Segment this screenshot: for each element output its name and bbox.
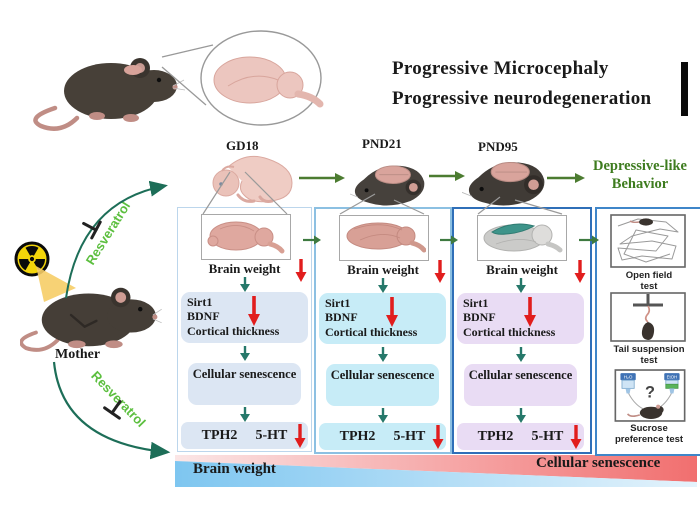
pnd21-brain-image bbox=[339, 215, 429, 261]
flow-arrow-icon bbox=[516, 278, 526, 293]
title-scale-bar bbox=[681, 62, 688, 116]
decrease-arrow-icon bbox=[295, 259, 307, 282]
marker-bdnf: BDNF bbox=[187, 309, 220, 324]
senescence-gradient-wedge bbox=[175, 455, 697, 482]
flow-arrow-icon bbox=[516, 408, 526, 423]
tph2-label: TPH2 bbox=[201, 427, 238, 443]
stage-label-pnd21: PND21 bbox=[362, 136, 402, 151]
mother-label: Mother bbox=[55, 347, 101, 362]
5ht-label: 5-HT bbox=[393, 428, 426, 444]
stage-label-gd18: GD18 bbox=[226, 138, 259, 153]
5ht-label: 5-HT bbox=[255, 427, 288, 443]
brain-weight-gradient-wedge bbox=[175, 461, 697, 487]
question-mark: ? bbox=[645, 384, 655, 402]
bar-brain-weight-label: Brain weight bbox=[193, 461, 276, 477]
decrease-arrow-icon bbox=[294, 424, 306, 448]
markers-box: Sirt1 BDNF Cortical thickness bbox=[457, 293, 584, 344]
bottle-left-label: H₂O bbox=[624, 374, 633, 379]
depressive-behavior-label: Depressive-like Behavior bbox=[581, 157, 699, 193]
pnd95-mouse-illustration bbox=[462, 161, 545, 206]
timeline-arrow-3 bbox=[547, 173, 585, 183]
brain-weight-label: Brain weight bbox=[347, 262, 419, 277]
marker-sirt1: Sirt1 bbox=[187, 295, 213, 309]
timeline-arrow-2 bbox=[429, 171, 465, 181]
marker-bdnf: BDNF bbox=[325, 310, 358, 325]
outcome-line-1: Depressive-like bbox=[593, 158, 687, 174]
decrease-arrow-icon bbox=[570, 425, 582, 449]
decrease-arrow-icon bbox=[432, 425, 444, 449]
marker-cortical-thickness: Cortical thickness bbox=[187, 323, 280, 338]
water-bottle-icon: H₂O bbox=[620, 373, 636, 394]
decrease-arrow-icon bbox=[524, 297, 536, 327]
etoh-bottle-icon: EtOH bbox=[664, 373, 680, 394]
flow-arrow-icon bbox=[378, 408, 388, 423]
marker-sirt1: Sirt1 bbox=[463, 296, 489, 310]
tph-5ht-box: TPH2 5-HT bbox=[319, 423, 446, 450]
tail-suspension-test-label: Tail suspension test bbox=[613, 344, 685, 366]
cellular-senescence-box: Cellular senescence bbox=[464, 364, 577, 406]
brain-magnifier-inset bbox=[200, 30, 324, 126]
timeline-arrow-1 bbox=[299, 173, 345, 183]
bar-cellular-senescence-label: Cellular senescence bbox=[536, 455, 661, 471]
sucrose-preference-test-icon: H₂O EtOH ? bbox=[614, 369, 686, 422]
gd18-brain-image bbox=[201, 214, 291, 260]
outcome-line-2: Behavior bbox=[611, 176, 669, 193]
marker-sirt1: Sirt1 bbox=[325, 296, 351, 310]
open-field-test-label: Open field test bbox=[625, 270, 673, 292]
flow-arrow-icon bbox=[378, 278, 388, 293]
open-field-test-icon bbox=[610, 214, 686, 268]
decrease-arrow-icon bbox=[248, 296, 260, 326]
markers-box: Sirt1 BDNF Cortical thickness bbox=[181, 292, 308, 343]
brain-weight-label: Brain weight bbox=[486, 262, 558, 277]
flow-arrow-icon bbox=[378, 347, 388, 362]
panel-pnd21: Brain weight Sirt1 BDNF Cortical thickne… bbox=[314, 207, 452, 454]
title-line-1: Progressive Microcephaly bbox=[392, 58, 609, 79]
adult-mouse-illustration bbox=[33, 58, 185, 131]
gradient-scale-bar bbox=[175, 455, 697, 487]
pnd95-brain-image bbox=[477, 215, 567, 261]
marker-bdnf: BDNF bbox=[463, 310, 496, 325]
marker-cortical-thickness: Cortical thickness bbox=[325, 324, 418, 339]
decrease-arrow-icon bbox=[574, 260, 586, 283]
resveratrol-label-top: Resveratrol bbox=[82, 198, 134, 268]
flow-arrow-icon bbox=[240, 346, 250, 361]
tph-5ht-box: TPH2 5-HT bbox=[181, 422, 308, 449]
cellular-senescence-box: Cellular senescence bbox=[326, 364, 439, 406]
behavior-tests-panel: Open field test Tail suspension test H₂O… bbox=[595, 207, 700, 456]
flow-arrow-icon bbox=[240, 277, 250, 292]
5ht-label: 5-HT bbox=[531, 428, 564, 444]
fetus-illustration bbox=[212, 155, 293, 203]
resveratrol-label-bottom: Resveratrol bbox=[88, 368, 149, 430]
brain-weight-label: Brain weight bbox=[208, 261, 281, 276]
bottle-right-label: EtOH bbox=[667, 374, 677, 379]
flow-arrow-icon bbox=[516, 347, 526, 362]
tph2-label: TPH2 bbox=[477, 428, 514, 444]
panel-gd18: Brain weight Sirt1 BDNF Cortical thickne… bbox=[177, 207, 312, 452]
radiation-icon bbox=[14, 241, 50, 277]
cellular-senescence-box: Cellular senescence bbox=[188, 363, 301, 405]
decrease-arrow-icon bbox=[386, 297, 398, 327]
decrease-arrow-icon bbox=[434, 260, 446, 283]
title-line-2: Progressive neurodegeneration bbox=[392, 88, 652, 109]
tail-suspension-test-icon bbox=[610, 292, 686, 342]
tph2-label: TPH2 bbox=[339, 428, 376, 444]
flow-arrow-icon bbox=[240, 407, 250, 422]
panel-bridge-arrow-2 bbox=[440, 235, 458, 245]
panel-pnd95: Brain weight Sirt1 BDNF Cortical thickne… bbox=[452, 207, 592, 454]
markers-box: Sirt1 BDNF Cortical thickness bbox=[319, 293, 446, 344]
stage-label-pnd95: PND95 bbox=[478, 139, 518, 154]
sucrose-preference-test-label: Sucrose preference test bbox=[614, 423, 684, 445]
resveratrol-arrow-bottom bbox=[52, 361, 171, 460]
marker-cortical-thickness: Cortical thickness bbox=[463, 324, 556, 339]
tph-5ht-box: TPH2 5-HT bbox=[457, 423, 584, 450]
panel-bridge-arrow-3 bbox=[579, 235, 599, 245]
pnd21-mouse-illustration bbox=[350, 165, 425, 206]
mother-mouse-illustration bbox=[20, 287, 162, 352]
panel-bridge-arrow-1 bbox=[303, 235, 321, 245]
